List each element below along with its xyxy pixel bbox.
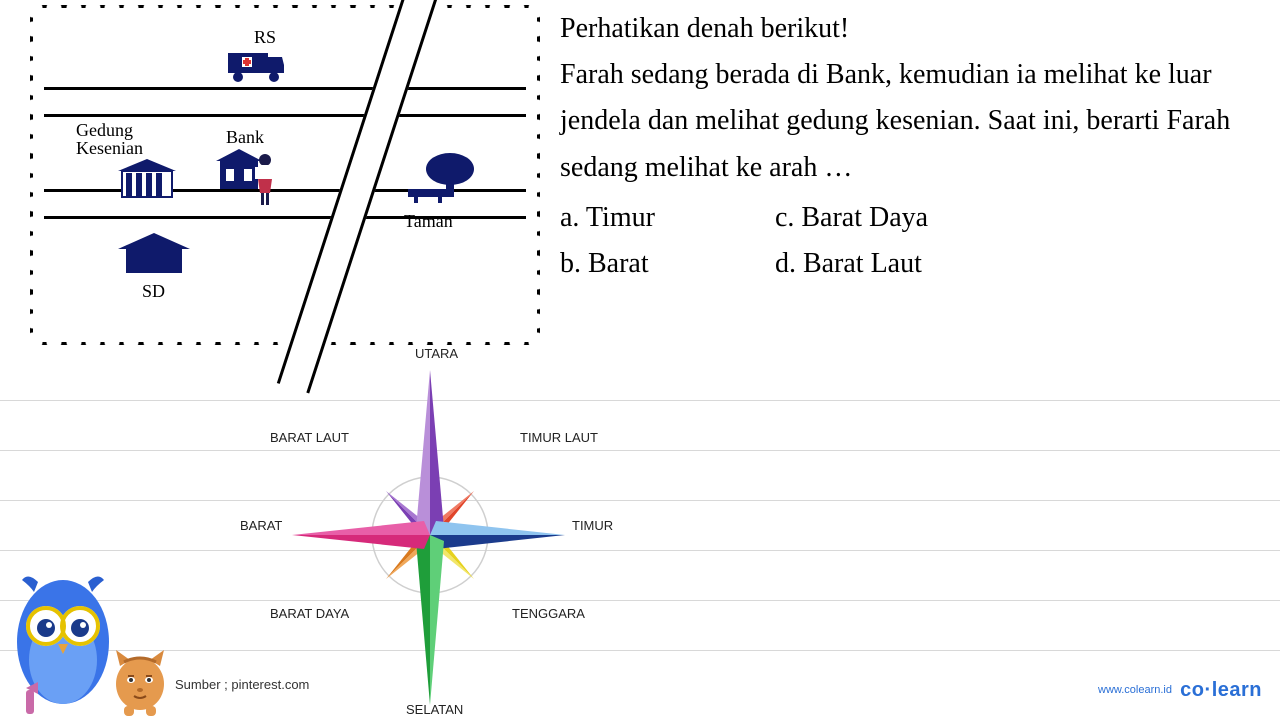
bg-line bbox=[0, 500, 1280, 501]
cat-mascot-icon bbox=[110, 648, 170, 718]
label-gedung-kesenian: Gedung Kesenian bbox=[76, 121, 143, 157]
gedung-kesenian-icon bbox=[114, 157, 180, 201]
taman-icon bbox=[402, 149, 482, 207]
bg-line bbox=[0, 550, 1280, 551]
label-taman: Taman bbox=[404, 211, 453, 232]
label-bank: Bank bbox=[226, 127, 264, 148]
question-body: Farah sedang berada di Bank, kemudian ia… bbox=[560, 52, 1270, 191]
bg-line bbox=[0, 450, 1280, 451]
compass-label-n: UTARA bbox=[415, 346, 458, 361]
map-content: RS Gedung Kesenian Bank bbox=[44, 19, 526, 331]
option-a: a. Timur bbox=[560, 195, 655, 241]
owl-mascot-icon bbox=[8, 570, 118, 720]
footer-logo: co·learn bbox=[1180, 679, 1262, 702]
option-d: d. Barat Laut bbox=[775, 241, 928, 287]
person-icon bbox=[250, 153, 280, 209]
option-c: c. Barat Daya bbox=[775, 195, 928, 241]
compass-label-w: BARAT bbox=[240, 518, 282, 533]
source-text: Sumber ; pinterest.com bbox=[175, 677, 309, 692]
compass-rose-icon bbox=[280, 360, 580, 710]
bg-line bbox=[0, 650, 1280, 651]
road-upper bbox=[44, 87, 526, 117]
ambulance-icon bbox=[222, 47, 288, 85]
bg-line bbox=[0, 600, 1280, 601]
compass: UTARA TIMUR LAUT TIMUR TENGGARA SELATAN … bbox=[220, 350, 640, 720]
sd-icon bbox=[114, 229, 194, 277]
answer-options: a. Timur b. Barat c. Barat Daya d. Barat… bbox=[560, 195, 1270, 287]
bg-line bbox=[0, 400, 1280, 401]
footer-link: www.colearn.id bbox=[1098, 684, 1172, 696]
map-frame: RS Gedung Kesenian Bank bbox=[30, 5, 540, 345]
label-rs: RS bbox=[254, 27, 276, 48]
option-b: b. Barat bbox=[560, 241, 655, 287]
question-intro: Perhatikan denah berikut! bbox=[560, 6, 1270, 52]
question-block: Perhatikan denah berikut! Farah sedang b… bbox=[560, 6, 1270, 287]
label-sd: SD bbox=[142, 281, 165, 302]
